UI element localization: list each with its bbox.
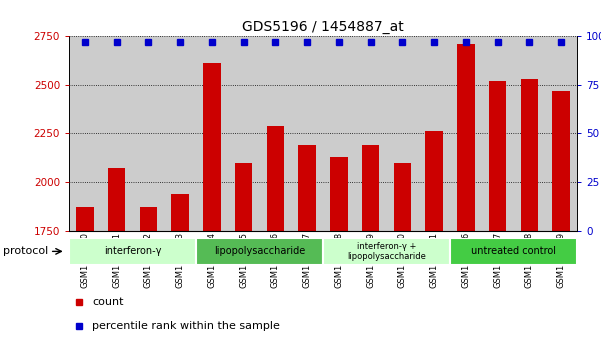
Bar bbox=[323, 36, 355, 231]
Bar bbox=[552, 91, 570, 231]
Bar bbox=[362, 145, 379, 231]
Text: protocol: protocol bbox=[4, 246, 49, 256]
Bar bbox=[330, 157, 347, 231]
Text: percentile rank within the sample: percentile rank within the sample bbox=[92, 321, 280, 331]
Bar bbox=[196, 238, 323, 265]
Bar bbox=[545, 36, 577, 231]
Text: interferon-γ: interferon-γ bbox=[104, 246, 161, 256]
Bar bbox=[69, 36, 101, 231]
Bar bbox=[228, 36, 260, 231]
Text: untreated control: untreated control bbox=[471, 246, 556, 256]
Bar bbox=[513, 36, 545, 231]
Bar bbox=[520, 79, 538, 231]
Bar bbox=[267, 126, 284, 231]
Text: count: count bbox=[92, 297, 123, 307]
Bar bbox=[450, 238, 577, 265]
Bar bbox=[133, 36, 164, 231]
Bar bbox=[418, 36, 450, 231]
Bar bbox=[394, 163, 411, 231]
Bar bbox=[69, 238, 196, 265]
Bar bbox=[386, 36, 418, 231]
Bar bbox=[457, 44, 475, 231]
Bar bbox=[482, 36, 513, 231]
Bar bbox=[76, 207, 94, 231]
Bar bbox=[196, 36, 228, 231]
Bar bbox=[108, 168, 126, 231]
Bar bbox=[171, 193, 189, 231]
Bar bbox=[235, 163, 252, 231]
Text: interferon-γ +
lipopolysaccharide: interferon-γ + lipopolysaccharide bbox=[347, 242, 426, 261]
Title: GDS5196 / 1454887_at: GDS5196 / 1454887_at bbox=[242, 20, 404, 34]
Bar bbox=[355, 36, 386, 231]
Bar bbox=[164, 36, 196, 231]
Bar bbox=[426, 131, 443, 231]
Bar bbox=[101, 36, 133, 231]
Bar bbox=[489, 81, 506, 231]
Bar bbox=[291, 36, 323, 231]
Bar bbox=[450, 36, 482, 231]
Bar bbox=[299, 145, 316, 231]
Bar bbox=[323, 238, 450, 265]
Bar bbox=[203, 64, 221, 231]
Bar bbox=[260, 36, 291, 231]
Bar bbox=[140, 207, 157, 231]
Text: lipopolysaccharide: lipopolysaccharide bbox=[214, 246, 305, 256]
